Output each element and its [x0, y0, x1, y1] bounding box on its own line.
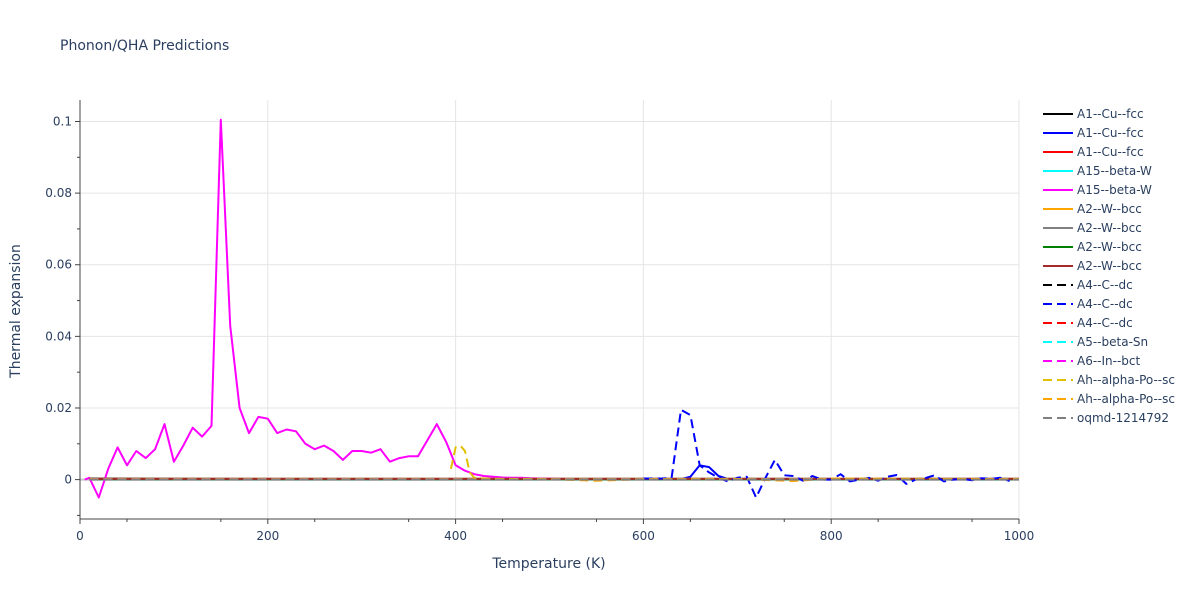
legend-item[interactable]: A4--C--dc [1043, 278, 1133, 292]
legend-label: Ah--alpha-Po--sc [1077, 392, 1175, 406]
y-axis-title: Thermal expansion [8, 244, 24, 379]
legend-label: Ah--alpha-Po--sc [1077, 373, 1175, 387]
series-line [89, 477, 1020, 482]
legend-item[interactable]: Ah--alpha-Po--sc [1043, 392, 1175, 406]
legend-item[interactable]: Ah--alpha-Po--sc [1043, 373, 1175, 387]
axes: 0 200 400 600 800 1000 0 0.02 0.04 0.06 0.08 0.1 [45, 100, 1034, 543]
legend-label: A2--W--bcc [1077, 240, 1142, 254]
legend-item[interactable]: A1--Cu--fcc [1043, 126, 1144, 140]
legend-item[interactable]: A6--In--bct [1043, 354, 1141, 368]
x-tick-label: 800 [820, 529, 843, 543]
legend-item[interactable]: A5--beta-Sn [1043, 335, 1148, 349]
legend-item[interactable]: A4--C--dc [1043, 297, 1133, 311]
legend-item[interactable]: A1--Cu--fcc [1043, 145, 1144, 159]
plot-area [84, 118, 1020, 499]
legend-label: A1--Cu--fcc [1077, 145, 1144, 159]
y-tick-label: 0.04 [45, 329, 72, 343]
legend-label: oqmd-1214792 [1077, 411, 1169, 425]
y-tick-label: 0.02 [45, 401, 72, 415]
series-line [643, 408, 1010, 499]
x-axis-title: Temperature (K) [491, 556, 605, 572]
chart-title: Phonon/QHA Predictions [60, 38, 229, 54]
legend-item[interactable]: oqmd-1214792 [1043, 411, 1169, 425]
legend-label: A2--W--bcc [1077, 202, 1142, 216]
legend-label: A4--C--dc [1077, 316, 1133, 330]
gridlines [80, 100, 1020, 519]
x-tick-label: 600 [632, 529, 655, 543]
y-tick-label: 0.06 [45, 258, 72, 272]
x-tick-label: 0 [76, 529, 84, 543]
legend-label: A2--W--bcc [1077, 259, 1142, 273]
x-tick-label: 200 [256, 529, 279, 543]
x-tick-label: 1000 [1004, 529, 1035, 543]
legend-item[interactable]: A2--W--bcc [1043, 240, 1142, 254]
y-tick-label: 0.1 [53, 114, 72, 128]
legend-item[interactable]: A15--beta-W [1043, 183, 1152, 197]
x-tick-label: 400 [444, 529, 467, 543]
legend-label: A4--C--dc [1077, 278, 1133, 292]
y-tick-label: 0 [64, 473, 72, 487]
legend-item[interactable]: A2--W--bcc [1043, 202, 1142, 216]
legend-label: A4--C--dc [1077, 297, 1133, 311]
legend-label: A2--W--bcc [1077, 221, 1142, 235]
legend-label: A6--In--bct [1077, 354, 1141, 368]
legend: A1--Cu--fcc A1--Cu--fcc A1--Cu--fcc A15--be… [1043, 107, 1175, 425]
legend-label: A15--beta-W [1077, 164, 1152, 178]
legend-label: A1--Cu--fcc [1077, 107, 1144, 121]
series-line [89, 464, 1019, 481]
series-line [449, 444, 1019, 481]
legend-label: A1--Cu--fcc [1077, 126, 1144, 140]
legend-item[interactable]: A2--W--bcc [1043, 221, 1142, 235]
legend-label: A5--beta-Sn [1077, 335, 1148, 349]
y-tick-label: 0.08 [45, 186, 72, 200]
series-line [84, 118, 569, 499]
legend-label: A15--beta-W [1077, 183, 1152, 197]
legend-item[interactable]: A4--C--dc [1043, 316, 1133, 330]
legend-item[interactable]: A1--Cu--fcc [1043, 107, 1144, 121]
legend-item[interactable]: A15--beta-W [1043, 164, 1152, 178]
legend-item[interactable]: A2--W--bcc [1043, 259, 1142, 273]
